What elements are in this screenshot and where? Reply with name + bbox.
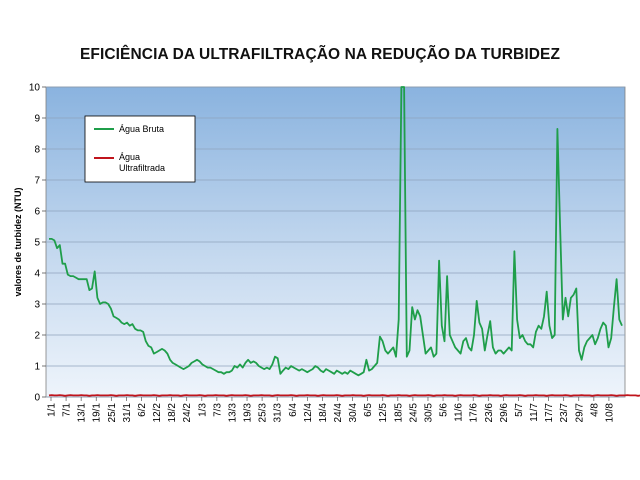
legend: Água Bruta Água Ultrafiltrada [84, 115, 196, 183]
x-tick-label: 5/7 [514, 403, 525, 417]
legend-label-agua-bruta: Água Bruta [119, 124, 164, 134]
x-tick-label: 23/6 [484, 403, 495, 423]
x-tick-label: 12/2 [152, 403, 163, 423]
legend-label-agua-ultrafiltrada: Água Ultrafiltrada [119, 152, 165, 173]
x-tick-label: 13/1 [77, 403, 88, 423]
x-tick-label: 24/5 [408, 403, 419, 423]
x-tick-label: 17/7 [544, 403, 555, 423]
x-tick-label: 30/4 [348, 403, 359, 423]
y-tick-label: 8 [34, 145, 40, 156]
chart-title: EFICIÊNCIA DA ULTRAFILTRAÇÃO NA REDUÇÃO … [79, 46, 561, 63]
x-tick-label: 11/6 [454, 403, 465, 422]
x-tick-label: 30/5 [423, 403, 434, 423]
x-tick-label: 24/4 [333, 403, 344, 423]
x-tick-label: 24/2 [182, 403, 193, 423]
y-tick-label: 1 [34, 362, 40, 373]
y-tick-label: 3 [34, 300, 40, 311]
x-tick-label: 19/1 [92, 403, 103, 423]
legend-box [84, 115, 196, 183]
y-tick-label: 5 [34, 238, 40, 249]
series-lines [48, 86, 640, 397]
x-tick-label: 29/7 [574, 403, 585, 423]
y-tick-label: 7 [34, 176, 40, 187]
y-axis-label: valores de turbidez (NTU) [13, 187, 23, 296]
x-tick-label: 25/1 [107, 403, 118, 423]
y-tick-label: 0 [34, 393, 40, 404]
x-tick-label: 1/1 [47, 403, 58, 417]
x-tick-label: 25/3 [258, 403, 269, 423]
y-tick-label: 9 [34, 114, 40, 125]
x-tick-label: 12/4 [303, 403, 314, 423]
x-tick-label: 18/4 [318, 403, 329, 423]
y-tick-label: 2 [34, 331, 40, 342]
x-tick-label: 17/6 [469, 403, 480, 423]
x-tick-label: 7/1 [62, 403, 73, 417]
x-tick-label: 6/5 [363, 403, 374, 417]
x-tick-label: 18/2 [167, 403, 178, 423]
x-tick-label: 29/6 [499, 403, 510, 423]
x-tick-label: 31/3 [273, 403, 284, 423]
x-tick-label: 31/1 [122, 403, 133, 423]
legend-label-line: Ultrafiltrada [119, 163, 165, 173]
x-tick-label: 23/7 [559, 403, 570, 423]
x-tick-label: 13/3 [227, 403, 238, 423]
y-tick-label: 10 [29, 83, 41, 94]
y-axis-ticks: 0 1 2 3 4 5 6 7 8 9 10 [29, 83, 46, 404]
x-tick-label: 4/8 [589, 403, 600, 417]
x-tick-label: 6/2 [137, 403, 148, 417]
y-tick-label: 4 [34, 269, 40, 280]
x-tick-label: 10/8 [604, 403, 615, 423]
x-tick-label: 18/5 [393, 403, 404, 423]
x-tick-label: 5/6 [439, 403, 450, 417]
legend-label-line: Água [119, 152, 140, 162]
x-tick-label: 6/4 [288, 403, 299, 417]
x-tick-label: 11/7 [529, 403, 540, 422]
series-line--gua-bruta [49, 86, 623, 377]
x-tick-label: 12/5 [378, 403, 389, 423]
x-axis-ticks: 1/1 7/1 13/1 19/1 25/1 31/1 6/2 12/2 18/2 24/2 1/3… [47, 397, 615, 423]
x-tick-label: 19/3 [243, 403, 254, 423]
x-tick-label: 1/3 [197, 403, 208, 417]
x-tick-label: 7/3 [212, 403, 223, 417]
series-line--gua-ultrafiltrada [48, 394, 640, 397]
y-tick-label: 6 [34, 207, 40, 218]
